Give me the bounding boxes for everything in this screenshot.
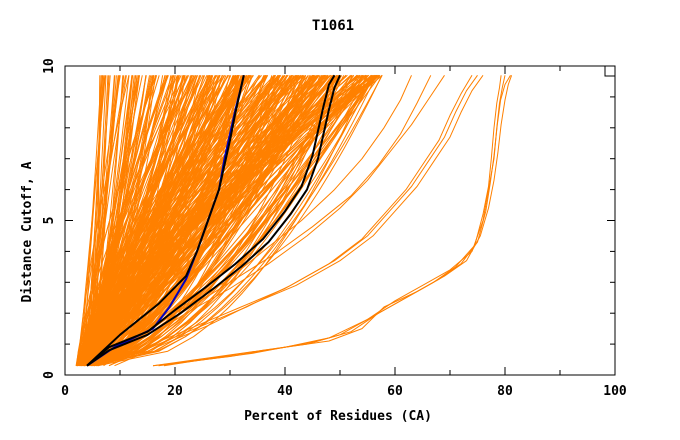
model-curve	[84, 75, 110, 366]
model-curve	[77, 75, 186, 366]
model-curve	[94, 75, 343, 367]
model-curve	[82, 75, 229, 366]
model-curve	[88, 74, 315, 366]
x-tick-label: 20	[167, 384, 183, 399]
model-curve	[75, 75, 194, 366]
model-curve	[96, 75, 133, 366]
model-curve	[83, 75, 288, 367]
highlight-curve	[86, 75, 245, 367]
model-curve	[83, 75, 288, 367]
y-tick-label: 5	[42, 217, 57, 225]
model-curve	[75, 75, 239, 366]
model-curve	[84, 75, 235, 367]
outlier-curve	[158, 75, 511, 367]
model-curve	[95, 75, 375, 367]
outlier-curve	[163, 75, 513, 367]
x-axis-label: Percent of Residues (CA)	[244, 409, 432, 424]
x-tick-label: 60	[387, 384, 403, 399]
model-curve	[76, 75, 292, 367]
model-curve	[78, 74, 316, 367]
outlier-curve	[97, 75, 412, 367]
y-axis-label: Distance Cutoff, A	[20, 161, 35, 302]
model-curve	[90, 75, 246, 367]
model-curve	[83, 75, 383, 367]
model-curve	[96, 75, 288, 367]
model-curve	[93, 75, 315, 367]
chart-title: T1061	[312, 18, 354, 34]
x-tick-label: 0	[61, 384, 69, 399]
model-curve	[77, 75, 304, 367]
model-curve	[85, 75, 294, 367]
model-curve	[83, 75, 338, 367]
model-curve	[82, 75, 374, 367]
model-curve	[77, 75, 212, 367]
highlight-curve	[86, 74, 341, 367]
model-curve	[83, 75, 190, 366]
model-curve	[90, 75, 353, 367]
y-tick-label: 10	[42, 58, 57, 74]
model-curve	[89, 74, 304, 366]
model-curve	[92, 74, 364, 367]
model-curve	[90, 75, 299, 367]
highlight-curve	[86, 74, 336, 367]
outlier-curve	[103, 75, 445, 367]
model-curve	[90, 75, 169, 366]
model-curve	[97, 75, 369, 367]
model-curve	[80, 75, 239, 367]
model-curve	[80, 75, 224, 366]
axes	[64, 65, 616, 376]
model-curve	[75, 75, 289, 366]
model-curve	[77, 75, 236, 366]
model-curve	[80, 75, 383, 367]
x-tick-label: 80	[497, 384, 513, 399]
outlier-curve	[108, 75, 478, 367]
outlier-curve	[108, 75, 473, 367]
model-curve	[95, 75, 254, 366]
model-curve	[97, 75, 183, 367]
x-tick-label: 40	[277, 384, 293, 399]
model-curve	[77, 75, 106, 366]
model-curve	[82, 74, 353, 367]
model-curve	[89, 75, 321, 367]
x-tick-label: 100	[603, 384, 627, 399]
tick-labels: 0 20 40 60 80 100 0 5 10	[42, 58, 627, 399]
outlier-curve	[114, 75, 484, 367]
y-tick-label: 0	[42, 371, 57, 379]
plot-lines	[75, 74, 513, 367]
